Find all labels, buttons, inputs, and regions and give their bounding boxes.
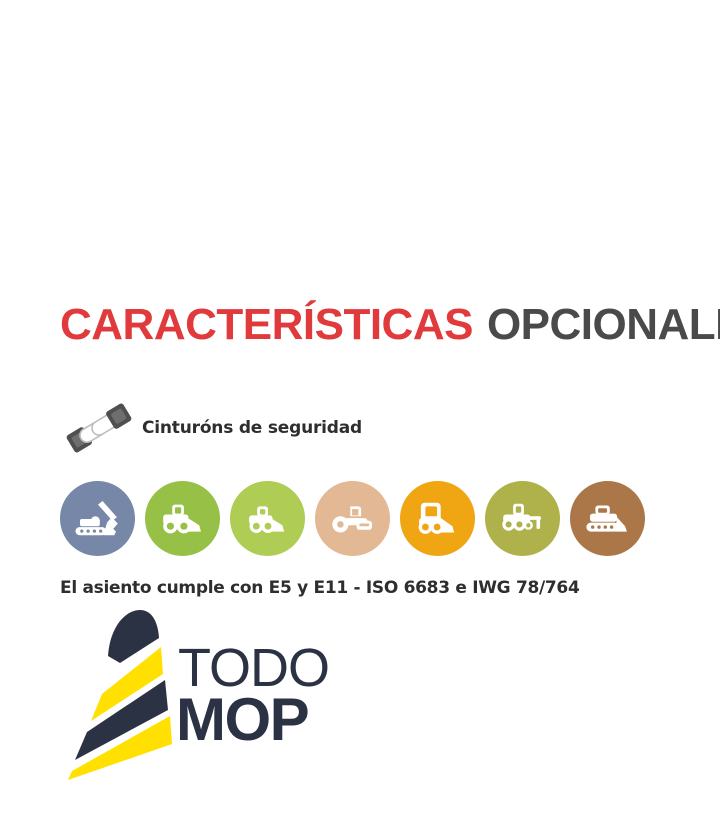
machine-circle-bulldozer xyxy=(570,481,645,556)
machine-circle-road-roller xyxy=(315,481,390,556)
todomop-logo: TODO MOP xyxy=(62,608,332,788)
machine-circle-compact-loader xyxy=(230,481,305,556)
bulldozer-icon xyxy=(585,505,627,532)
motor-grader-icon xyxy=(501,503,541,531)
road-roller-icon xyxy=(331,505,372,532)
feature-item-seatbelt: Cinturóns de seguridad xyxy=(62,403,362,453)
compact-loader-icon xyxy=(248,505,284,533)
machine-circle-wheel-loader xyxy=(145,481,220,556)
page-title-secondary: OPCIONALES xyxy=(486,300,720,349)
feature-label: Cinturóns de seguridad xyxy=(142,418,362,438)
machine-circle-skid-steer xyxy=(400,481,475,556)
machine-icon-row xyxy=(60,481,645,556)
machine-circle-excavator xyxy=(60,481,135,556)
compliance-note: El asiento cumple con E5 y E11 - ISO 668… xyxy=(60,578,580,598)
page-title-primary: CARACTERÍSTICAS xyxy=(60,300,473,349)
machine-circle-motor-grader xyxy=(485,481,560,556)
excavator-icon xyxy=(75,500,118,535)
logo-word-top: TODO xyxy=(178,638,329,698)
wheel-loader-icon xyxy=(162,504,201,533)
seatbelt-icon xyxy=(62,403,136,453)
logo-word-bottom: MOP xyxy=(176,686,308,753)
cone-mark xyxy=(68,610,172,780)
skid-steer-icon xyxy=(418,502,454,534)
page-title: CARACTERÍSTICAS OPCIONALES xyxy=(60,303,720,347)
